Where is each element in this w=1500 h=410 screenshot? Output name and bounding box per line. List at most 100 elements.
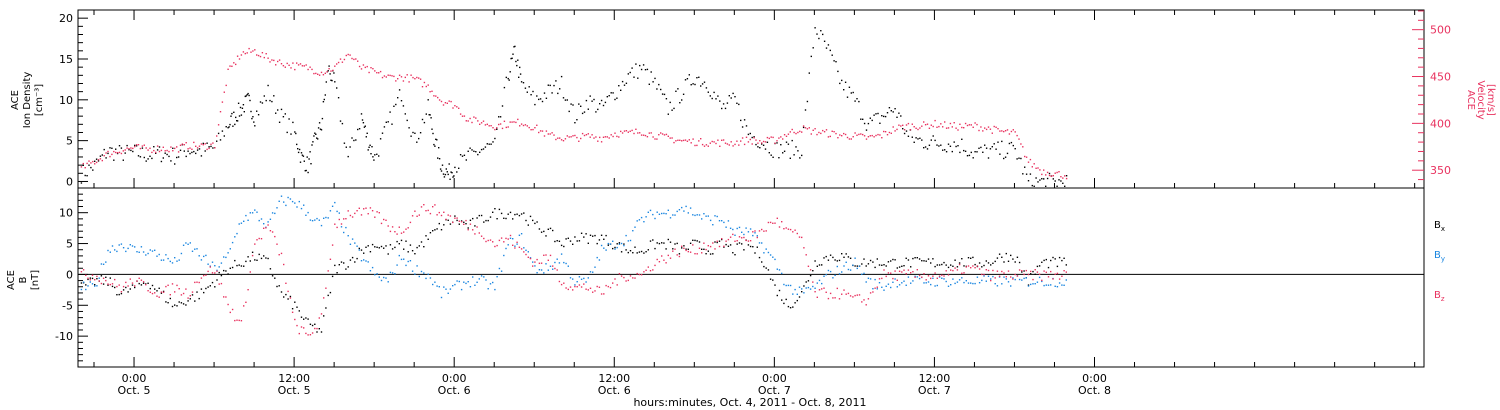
data-point: [198, 148, 201, 150]
data-point: [959, 151, 961, 154]
data-point: [770, 136, 772, 138]
time-tick-label: 0:00: [122, 372, 147, 385]
data-point: [938, 275, 941, 277]
data-point: [545, 130, 548, 132]
data-point: [640, 68, 643, 71]
data-point: [311, 68, 313, 71]
data-point: [1006, 152, 1009, 155]
data-point: [753, 136, 755, 138]
data-point: [884, 131, 887, 133]
data-point: [956, 266, 959, 268]
data-point: [663, 242, 665, 244]
data-point: [1054, 258, 1056, 260]
data-point: [603, 247, 605, 249]
data-point: [397, 97, 399, 99]
data-point: [336, 226, 338, 229]
data-point: [171, 305, 174, 308]
data-point: [1052, 178, 1054, 180]
data-point: [660, 88, 662, 91]
data-point: [743, 233, 745, 236]
data-point: [801, 131, 803, 133]
data-point: [153, 146, 155, 148]
data-point: [252, 116, 254, 118]
data-point: [812, 47, 814, 49]
data-point: [892, 277, 894, 280]
data-point: [254, 259, 256, 261]
data-point: [496, 127, 498, 129]
data-point: [685, 205, 687, 208]
data-point: [496, 128, 498, 130]
data-point: [467, 120, 469, 122]
data-point: [365, 207, 367, 209]
data-point: [912, 280, 914, 282]
data-point: [947, 127, 950, 129]
data-point: [730, 141, 732, 143]
data-point: [394, 273, 396, 275]
data-point: [218, 266, 220, 268]
data-point: [402, 105, 405, 107]
data-point: [164, 150, 166, 152]
data-point: [560, 283, 563, 286]
data-point: [269, 99, 271, 102]
data-point: [990, 264, 992, 266]
data-point: [943, 261, 945, 264]
data-point: [341, 122, 344, 125]
series-bx: [80, 208, 1067, 333]
data-point: [1063, 284, 1065, 286]
data-point: [411, 250, 414, 252]
data-point: [881, 264, 883, 266]
data-point: [913, 126, 915, 128]
data-point: [1007, 260, 1010, 262]
data-point: [431, 128, 433, 130]
data-point: [751, 136, 753, 139]
data-point: [136, 280, 138, 282]
data-point: [85, 284, 87, 286]
data-point: [1001, 140, 1003, 143]
data-point: [353, 58, 355, 61]
data-point: [225, 270, 227, 272]
data-point: [469, 286, 472, 288]
data-point: [311, 220, 314, 222]
data-point: [96, 285, 98, 287]
data-point: [134, 144, 136, 147]
data-point: [319, 128, 322, 130]
data-point: [247, 92, 249, 95]
data-point: [789, 228, 792, 231]
data-point: [701, 218, 703, 220]
data-point: [307, 68, 309, 71]
data-point: [358, 65, 361, 68]
data-point: [669, 257, 672, 259]
data-point: [592, 271, 594, 273]
data-point: [325, 81, 327, 83]
data-point: [331, 275, 334, 278]
data-point: [654, 77, 656, 80]
data-point: [780, 136, 782, 138]
data-point: [661, 255, 663, 257]
data-point: [203, 255, 205, 258]
data-point: [803, 285, 805, 287]
data-point: [1023, 273, 1025, 276]
data-point: [414, 273, 416, 275]
data-point: [160, 259, 163, 261]
data-point: [796, 232, 798, 235]
data-point: [284, 66, 286, 68]
data-point: [841, 135, 843, 137]
data-point: [231, 65, 233, 67]
data-point: [607, 244, 609, 246]
data-point: [734, 234, 736, 236]
data-point: [343, 58, 346, 61]
data-point: [823, 287, 825, 289]
data-point: [916, 276, 918, 278]
data-point: [545, 263, 547, 265]
data-point: [131, 245, 134, 247]
data-point: [443, 211, 445, 213]
data-point: [429, 91, 431, 93]
data-point: [678, 209, 681, 211]
data-point: [987, 157, 990, 159]
data-point: [363, 126, 366, 128]
data-point: [287, 196, 289, 199]
data-point: [1021, 279, 1023, 281]
data-point: [487, 288, 489, 290]
data-point: [315, 133, 317, 135]
